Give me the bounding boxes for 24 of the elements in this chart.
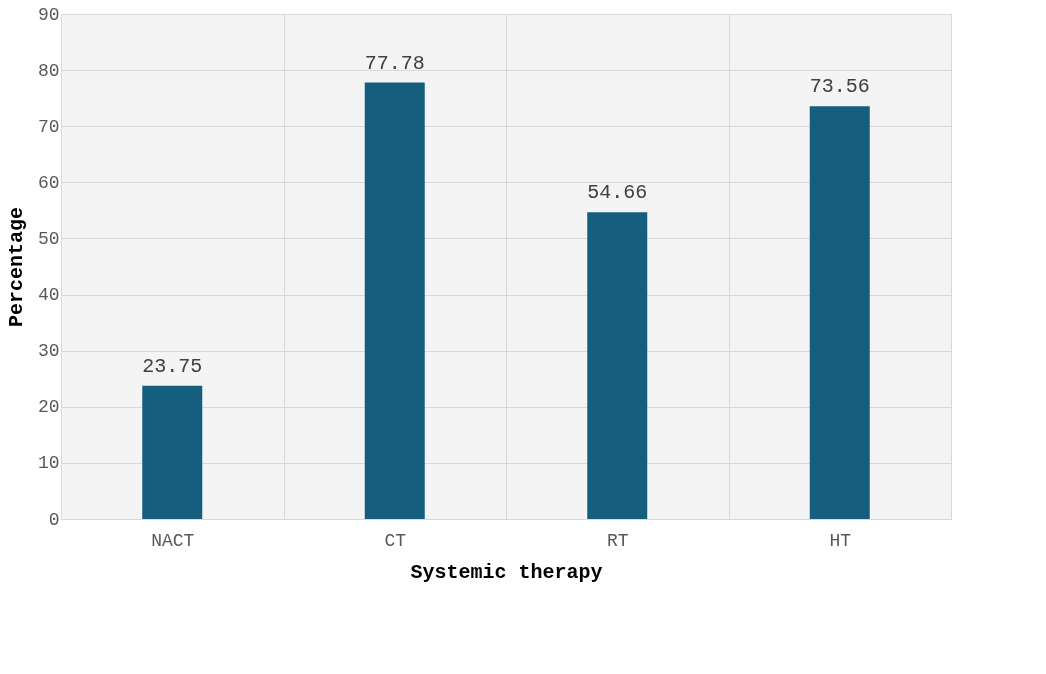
y-tick-label: 10	[37, 453, 60, 474]
y-axis-title: Percentage	[4, 206, 28, 328]
y-tick-label: 70	[37, 116, 60, 137]
bar	[142, 385, 203, 519]
y-tick-label: 80	[37, 60, 60, 81]
x-tick-label: CT	[384, 530, 407, 551]
y-tick-label: 40	[37, 285, 60, 306]
x-axis-title: Systemic therapy	[410, 560, 603, 584]
bar	[364, 82, 425, 519]
data-label: 73.56	[809, 75, 870, 99]
bar	[809, 106, 870, 519]
y-tick-label: 0	[48, 509, 60, 530]
bar	[587, 212, 648, 519]
data-label: 77.78	[364, 51, 425, 75]
y-tick-label: 50	[37, 228, 60, 249]
data-label: 54.66	[587, 181, 648, 205]
y-tick-label: 60	[37, 172, 60, 193]
data-label: 23.75	[142, 354, 203, 378]
y-tick-label: 30	[37, 341, 60, 362]
x-tick-label: HT	[829, 530, 852, 551]
x-tick-label: NACT	[151, 530, 195, 551]
x-tick-label: RT	[606, 530, 629, 551]
y-tick-label: 90	[37, 4, 60, 25]
y-tick-label: 20	[37, 397, 60, 418]
